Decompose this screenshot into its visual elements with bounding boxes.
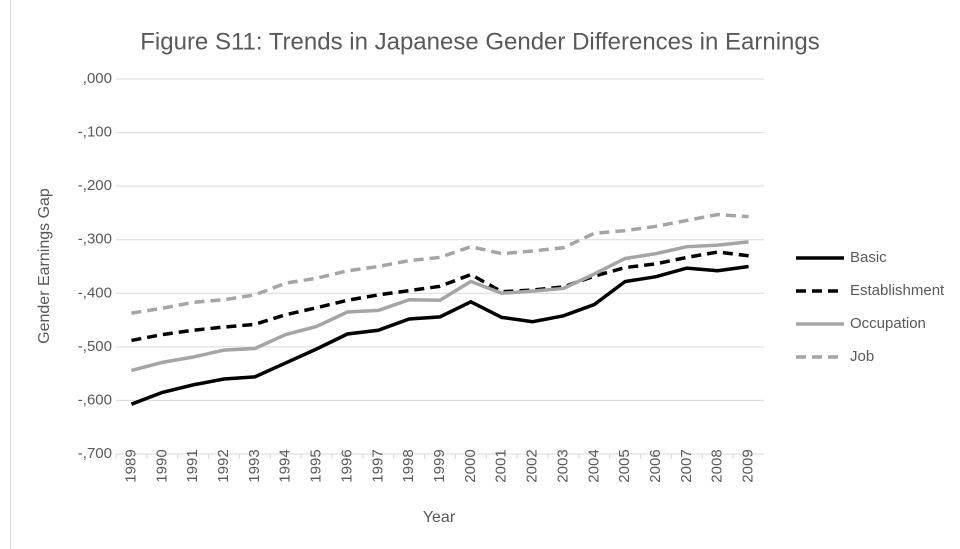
x-tick-label: 1999 xyxy=(431,449,448,482)
y-tick-label: -,100 xyxy=(78,124,112,141)
x-tick-label: 2000 xyxy=(462,449,479,482)
x-tick-label: 1990 xyxy=(153,449,170,482)
y-tick-label: -,600 xyxy=(78,391,112,408)
x-tick-label: 1996 xyxy=(338,449,355,482)
x-tick-label: 1995 xyxy=(308,449,325,482)
x-tick-label: 2002 xyxy=(524,449,541,482)
x-tick-label: 1998 xyxy=(400,449,417,482)
series-line xyxy=(131,212,749,315)
chart-title: Figure S11: Trends in Japanese Gender Di… xyxy=(140,28,820,55)
x-tick-label: 2006 xyxy=(647,449,664,482)
x-tick-label: 2008 xyxy=(709,449,726,482)
y-tick-label: -,500 xyxy=(78,338,112,355)
x-tick-label: 2001 xyxy=(493,449,510,482)
x-tick-label: 2003 xyxy=(554,449,571,482)
x-tick-label: 1993 xyxy=(246,449,263,482)
y-tick-label: -,700 xyxy=(78,445,112,462)
x-tick-label: 2004 xyxy=(585,449,602,482)
legend-label: Basic xyxy=(850,249,887,266)
legend-label: Establishment xyxy=(850,282,945,299)
x-tick-label: 1992 xyxy=(215,449,232,482)
x-tick-label: 2009 xyxy=(740,449,757,482)
y-axis-title: Gender Earnings Gap xyxy=(36,188,53,344)
x-tick-label: 2005 xyxy=(616,449,633,482)
legend-label: Job xyxy=(850,348,874,365)
y-tick-label: -,400 xyxy=(78,284,112,301)
x-tick-label: 1997 xyxy=(369,449,386,482)
x-axis-title: Year xyxy=(423,509,456,526)
x-tick-label: 1994 xyxy=(277,449,294,482)
series-line xyxy=(130,240,749,373)
x-tick-label: 1989 xyxy=(122,449,139,482)
x-tick-label: 2007 xyxy=(678,449,695,482)
series-line xyxy=(130,264,749,406)
y-tick-label: ,000 xyxy=(83,70,112,87)
chart-frame xyxy=(10,0,960,549)
series-line xyxy=(131,250,749,343)
x-tick-label: 1991 xyxy=(184,449,201,482)
y-tick-label: -,200 xyxy=(78,177,112,194)
y-tick-label: -,300 xyxy=(78,231,112,248)
legend-label: Occupation xyxy=(850,315,926,332)
